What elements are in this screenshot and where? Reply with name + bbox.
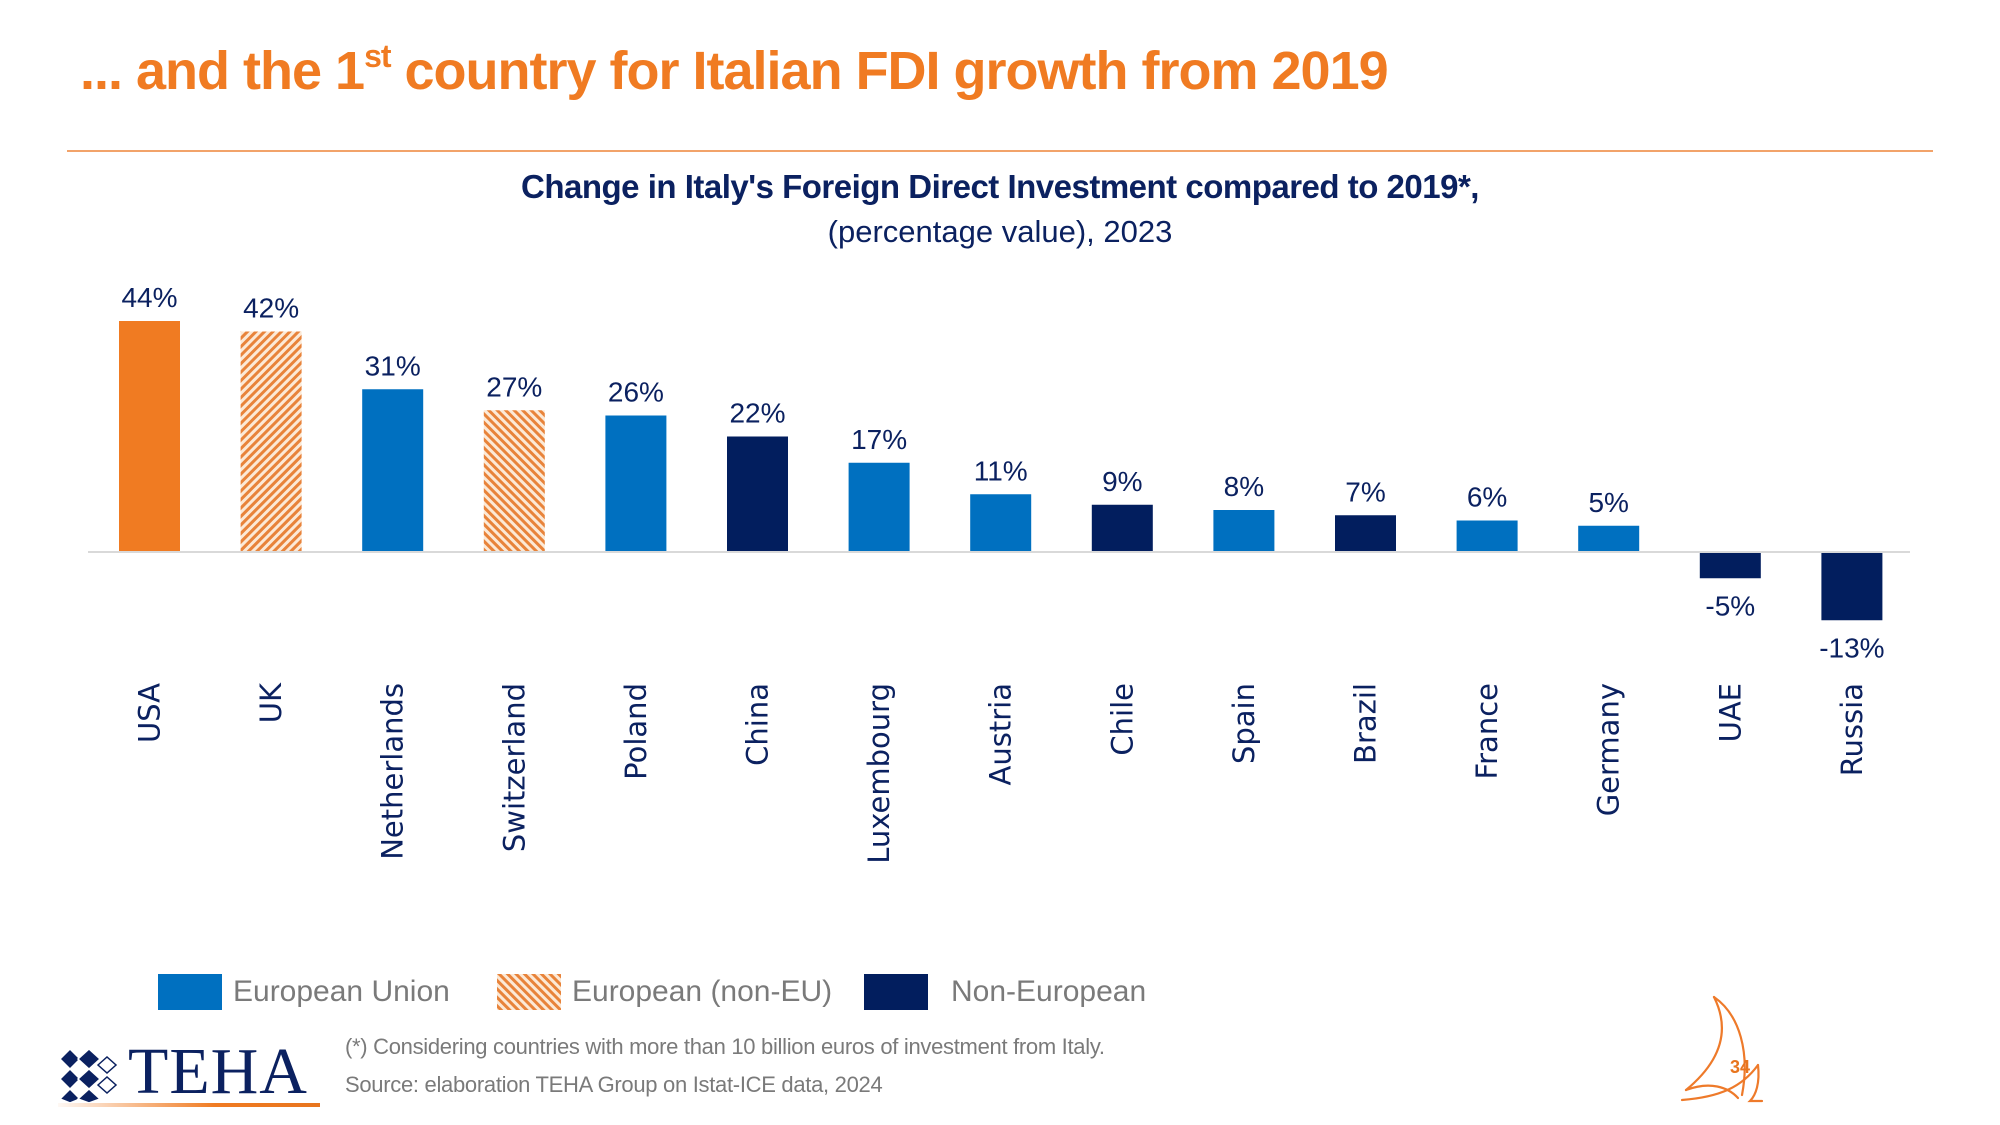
bar-brazil bbox=[1335, 515, 1396, 552]
sailboat-icon bbox=[1680, 995, 1764, 1103]
value-label-luxembourg: 17% bbox=[851, 424, 907, 455]
legend-label-non-eu-european: European (non-EU) bbox=[572, 975, 833, 1008]
page-title-superscript: st bbox=[364, 38, 391, 74]
category-label-chile: Chile bbox=[1105, 683, 1139, 756]
header-divider bbox=[67, 150, 1933, 152]
footnote: (*) Considering countries with more than… bbox=[345, 1034, 1105, 1059]
category-label-china: China bbox=[741, 683, 775, 766]
page-title-prefix: ... and the 1 bbox=[80, 41, 365, 101]
teha-logo-text: TEHA bbox=[128, 1035, 308, 1108]
chart-title: Change in Italy's Foreign Direct Investm… bbox=[521, 168, 1479, 205]
bar-russia bbox=[1821, 552, 1883, 621]
value-label-switzerland: 27% bbox=[486, 371, 542, 402]
bar-usa bbox=[119, 321, 180, 552]
value-label-uk: 42% bbox=[243, 293, 299, 324]
category-label-austria: Austria bbox=[984, 683, 1018, 785]
teha-cube-icon bbox=[58, 1047, 118, 1103]
value-label-usa: 44% bbox=[121, 282, 177, 313]
category-label-germany: Germany bbox=[1592, 683, 1626, 816]
chart-subtitle: (percentage value), 2023 bbox=[827, 214, 1173, 249]
bar-spain bbox=[1213, 510, 1275, 552]
value-label-netherlands: 31% bbox=[365, 350, 421, 381]
category-label-usa: USA bbox=[133, 683, 167, 743]
category-label-spain: Spain bbox=[1227, 683, 1261, 764]
page-number: 34 bbox=[1730, 1057, 1751, 1077]
value-label-russia: -13% bbox=[1819, 632, 1884, 663]
value-label-france: 6% bbox=[1467, 482, 1507, 513]
bar-switzerland bbox=[483, 410, 545, 552]
category-label-switzerland: Switzerland bbox=[497, 683, 531, 852]
legend-swatch-non-eu-european bbox=[497, 974, 561, 1010]
bar-germany bbox=[1578, 525, 1640, 552]
bar-netherlands bbox=[362, 389, 424, 552]
category-labels-group: USA UK Netherlands Switzerland Poland China Lu… bbox=[133, 682, 1869, 864]
bar-uae bbox=[1699, 552, 1761, 579]
teha-logo: TEHA bbox=[58, 1039, 320, 1107]
value-label-brazil: 7% bbox=[1345, 476, 1385, 507]
value-label-chile: 9% bbox=[1102, 466, 1142, 497]
bar-chart: 44% 42% 31% 27% 26% 22% 17% 11% 9% 8% 7% 6% 5% -5% -13… bbox=[88, 282, 1910, 864]
bar-luxembourg bbox=[848, 462, 910, 552]
legend-label-eu: European Union bbox=[233, 975, 450, 1008]
bar-france bbox=[1456, 520, 1518, 552]
value-label-austria: 11% bbox=[974, 455, 1028, 486]
category-label-russia: Russia bbox=[1835, 683, 1869, 776]
value-label-germany: 5% bbox=[1588, 487, 1628, 518]
bar-china bbox=[727, 436, 788, 552]
page-title: ... and the 1st country for Italian FDI … bbox=[80, 38, 1389, 102]
bar-chile bbox=[1091, 504, 1153, 552]
category-label-france: France bbox=[1470, 683, 1504, 779]
legend-swatch-non-european bbox=[864, 974, 928, 1010]
legend-swatch-eu bbox=[158, 974, 222, 1010]
bar-poland bbox=[605, 415, 667, 552]
category-label-uae: UAE bbox=[1713, 683, 1747, 742]
legend-label-non-european: Non-European bbox=[951, 975, 1147, 1008]
bar-austria bbox=[970, 494, 1032, 552]
value-label-china: 22% bbox=[729, 398, 785, 429]
teha-logo-underline bbox=[58, 1103, 320, 1107]
category-label-brazil: Brazil bbox=[1349, 683, 1383, 764]
value-label-uae: -5% bbox=[1705, 590, 1755, 621]
category-label-uk: UK bbox=[254, 682, 288, 723]
bars-group bbox=[119, 321, 1883, 621]
value-label-spain: 8% bbox=[1224, 471, 1264, 502]
bar-uk bbox=[240, 331, 302, 552]
value-label-poland: 26% bbox=[608, 377, 664, 408]
value-labels-group: 44% 42% 31% 27% 26% 22% 17% 11% 9% 8% 7% 6% 5% -5% -13… bbox=[121, 282, 1884, 663]
category-label-netherlands: Netherlands bbox=[376, 683, 410, 860]
source-note: Source: elaboration TEHA Group on Istat-… bbox=[345, 1072, 883, 1097]
category-label-luxembourg: Luxembourg bbox=[862, 683, 896, 864]
category-label-poland: Poland bbox=[619, 683, 653, 780]
page-title-suffix: country for Italian FDI growth from 2019 bbox=[390, 41, 1389, 101]
